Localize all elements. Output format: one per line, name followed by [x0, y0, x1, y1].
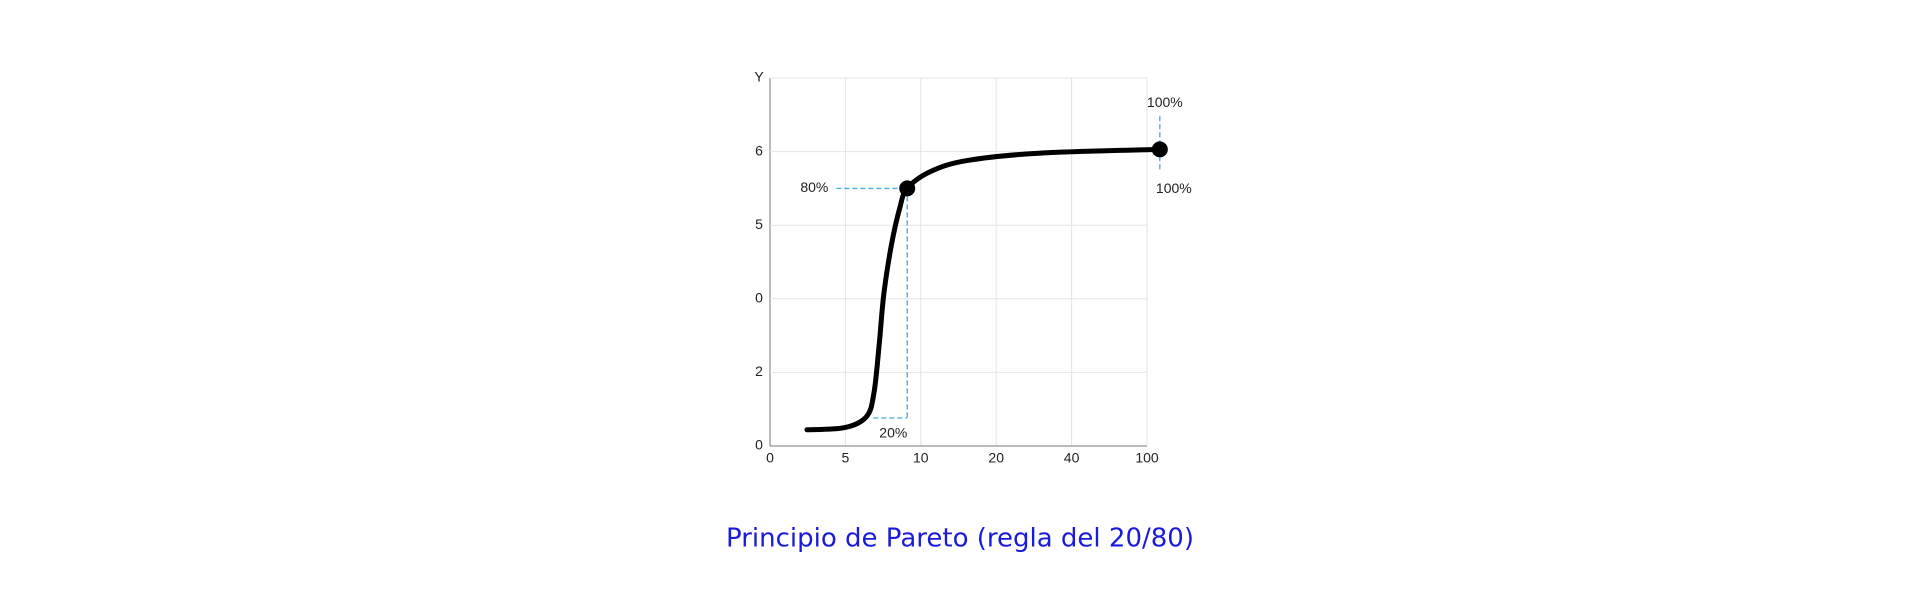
annotation: 100%	[1147, 94, 1183, 110]
marker	[899, 180, 916, 197]
y-tick-label: 2	[755, 363, 763, 379]
marker	[1151, 141, 1168, 158]
x-tick-label: 0	[766, 450, 774, 466]
annotation: 80%	[800, 179, 828, 195]
y-tick-label: 5	[755, 216, 763, 232]
chart-title: Principio de Pareto (regla del 20/80)	[726, 524, 1194, 554]
curve	[804, 146, 1163, 433]
y-tick-label: 6	[755, 142, 763, 158]
x-tick-label: 20	[988, 450, 1004, 466]
y-axis-label: Y	[754, 69, 764, 85]
annotation: 20%	[879, 425, 907, 441]
x-tick-label: 40	[1064, 450, 1080, 466]
y-tick-label: 0	[755, 290, 763, 306]
y-tick-label: 0	[755, 437, 763, 453]
x-tick-label: 5	[842, 450, 850, 466]
x-tick-label: 10	[913, 450, 929, 466]
annotation: 100%	[1156, 180, 1192, 196]
x-tick-label: 100	[1135, 450, 1159, 466]
